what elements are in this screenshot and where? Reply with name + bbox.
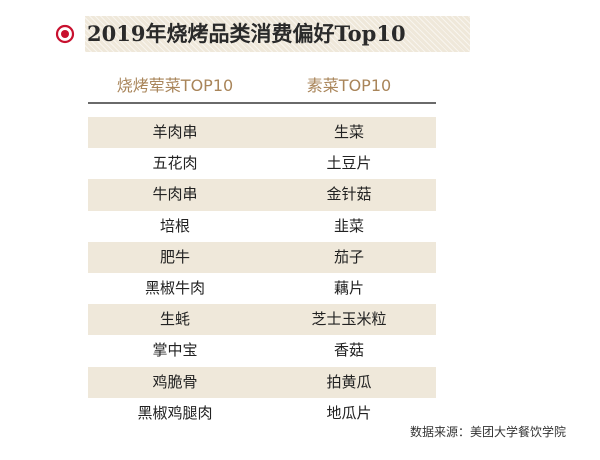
vegetable-cell: 藕片	[333, 278, 364, 297]
table-row: 鸡脆骨 拍黄瓜	[88, 366, 436, 398]
meat-cell: 羊肉串	[152, 123, 198, 141]
meat-cell: 鸡脆骨	[152, 372, 198, 391]
table-row: 培根 韭菜	[88, 211, 436, 242]
meat-cell: 生蚝	[159, 310, 190, 329]
vegetable-cell: 拍黄瓜	[326, 372, 372, 391]
title-bar: 2019年烧烤品类消费偏好Top10	[55, 14, 600, 54]
column-header-vegetable: 素菜TOP10	[306, 76, 392, 95]
column-header-meat: 烧烤荤菜TOP10	[116, 76, 234, 95]
page-title: 2019年烧烤品类消费偏好Top10	[87, 21, 406, 46]
target-circle-icon	[55, 24, 75, 44]
table-row: 黑椒牛肉 藕片	[88, 273, 436, 304]
vegetable-cell: 地瓜片	[326, 403, 372, 422]
table-row: 羊肉串 生菜	[88, 117, 436, 149]
meat-cell: 黑椒牛肉	[144, 278, 205, 297]
meat-cell: 五花肉	[152, 154, 198, 173]
meat-cell: 肥牛	[159, 247, 190, 266]
meat-cell: 掌中宝	[152, 341, 198, 360]
meat-cell: 牛肉串	[152, 185, 198, 204]
meat-cell: 黑椒鸡腿肉	[137, 403, 213, 422]
vegetable-cell: 芝士玉米粒	[311, 310, 387, 329]
table-row: 牛肉串 金针菇	[88, 179, 436, 211]
data-source-note: 数据来源：美团大学餐饮学院	[409, 425, 566, 439]
table-body: 羊肉串 生菜 五花肉 土豆片 牛肉串 金针菇 培根 韭菜 肥牛 茄子 黑椒牛肉 …	[88, 117, 436, 429]
table-row: 五花肉 土豆片	[88, 148, 436, 179]
preference-table: 烧烤荤菜TOP10 素菜TOP10 羊肉串 生菜 五花肉 土豆片 牛肉串 金针菇…	[88, 70, 436, 429]
vegetable-cell: 金针菇	[326, 185, 372, 204]
vegetable-cell: 土豆片	[326, 154, 372, 173]
vegetable-cell: 生菜	[333, 123, 364, 141]
meat-cell: 培根	[159, 216, 190, 235]
table-row: 生蚝 芝士玉米粒	[88, 304, 436, 336]
table-row: 肥牛 茄子	[88, 241, 436, 273]
table-row: 掌中宝 香菇	[88, 335, 436, 366]
vegetable-cell: 茄子	[333, 247, 364, 266]
table-row: 黑椒鸡腿肉 地瓜片	[88, 398, 436, 429]
vegetable-cell: 香菇	[333, 341, 364, 360]
vegetable-cell: 韭菜	[333, 216, 364, 235]
title-background	[85, 16, 470, 52]
table-header: 烧烤荤菜TOP10 素菜TOP10	[88, 70, 436, 104]
